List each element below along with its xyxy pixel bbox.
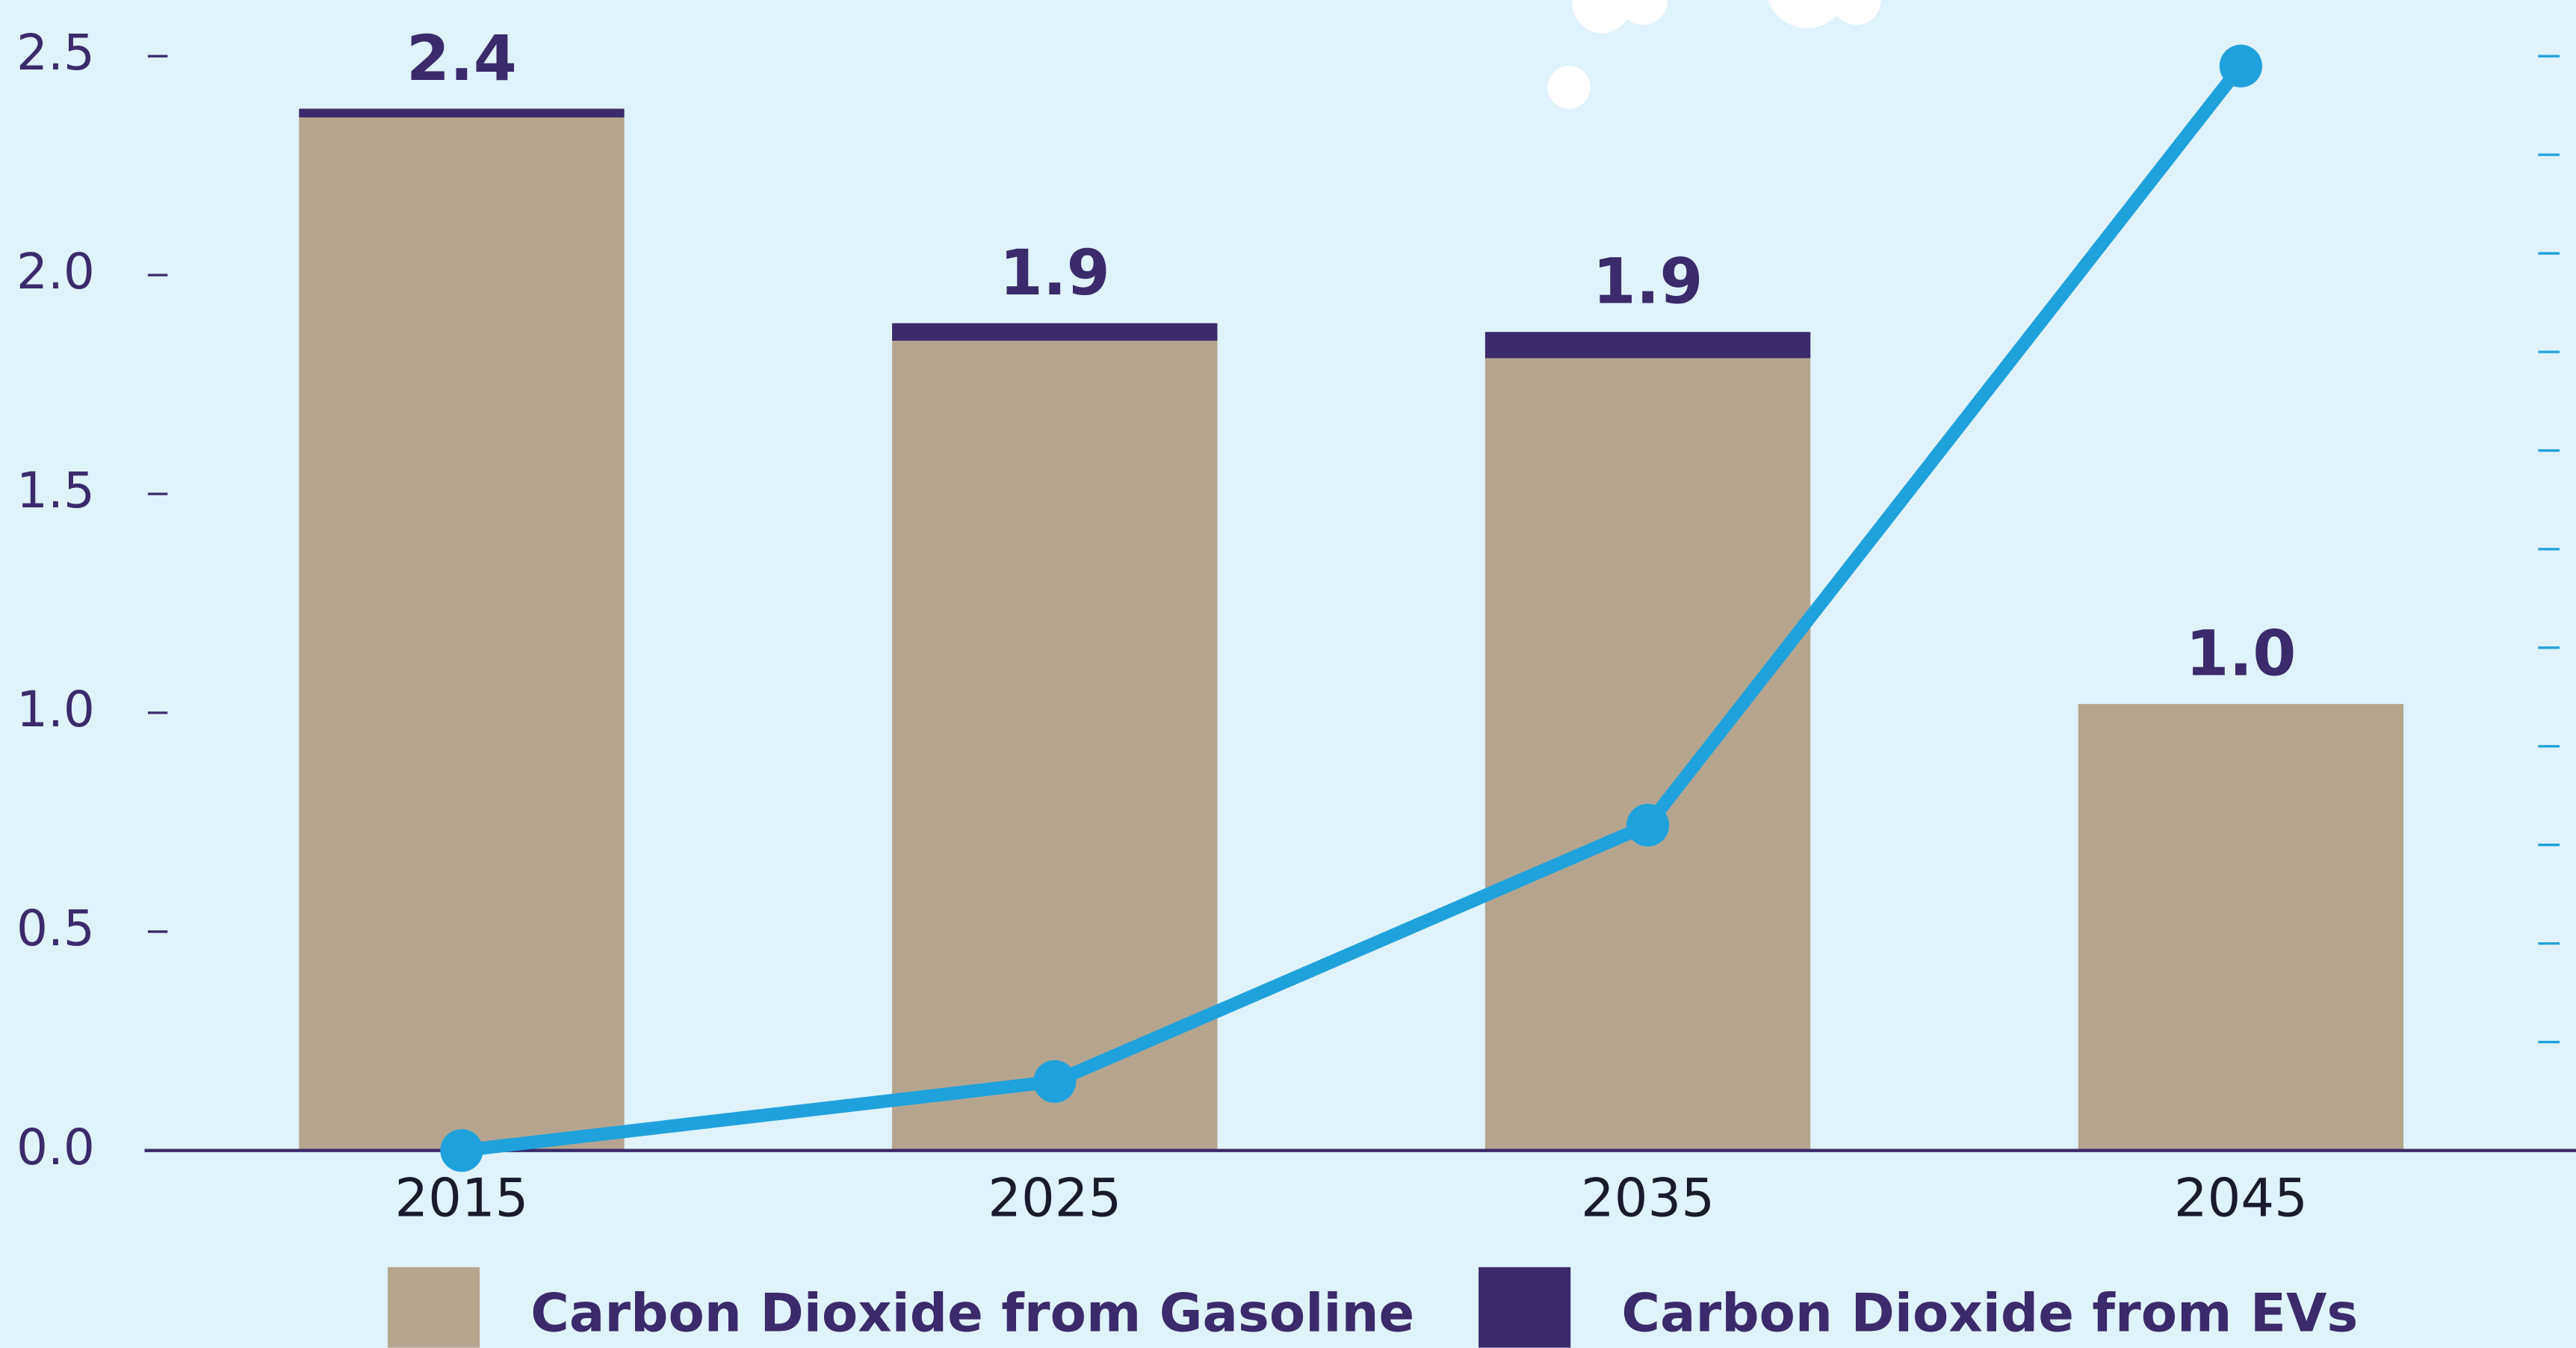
line-point — [2219, 44, 2262, 87]
legend-label: Carbon Dioxide from EVs — [1621, 1282, 2358, 1344]
bar-segment — [299, 108, 625, 118]
bar-segment — [299, 117, 625, 1151]
legend-label: Carbon Dioxide from Gasoline — [530, 1282, 1414, 1344]
total-label: 1.9 — [1593, 245, 1703, 318]
total-label: 2.4 — [406, 22, 517, 95]
y-tick-label: 1.5 — [16, 462, 95, 519]
bar-segment — [1484, 332, 1811, 359]
x-tick-label: 2015 — [394, 1167, 528, 1228]
y-tick-label: 2.0 — [16, 243, 95, 300]
total-label: 1.9 — [1000, 236, 1110, 309]
bar-segment — [1484, 358, 1811, 1151]
x-tick-label: 2035 — [1581, 1167, 1715, 1228]
line-point — [1626, 803, 1670, 847]
legend-swatch — [387, 1267, 480, 1348]
legend-swatch — [1479, 1267, 1571, 1348]
total-label: 1.0 — [2185, 617, 2296, 690]
bar-segment — [2078, 704, 2404, 1151]
line — [460, 61, 2247, 1157]
y-tick-label: 2.5 — [16, 24, 95, 81]
y-tick-label: 1.0 — [16, 681, 95, 738]
x-tick-label: 2045 — [2174, 1167, 2308, 1228]
y-tick-label: 0.0 — [16, 1119, 95, 1176]
line-point — [440, 1129, 483, 1172]
line-point — [1033, 1060, 1077, 1103]
bar-segment — [892, 340, 1218, 1151]
y-tick-label: 0.5 — [16, 900, 95, 957]
x-tick-label: 2025 — [988, 1167, 1121, 1228]
bar-segment — [892, 323, 1218, 341]
cloud-decoration — [1547, 0, 1881, 109]
